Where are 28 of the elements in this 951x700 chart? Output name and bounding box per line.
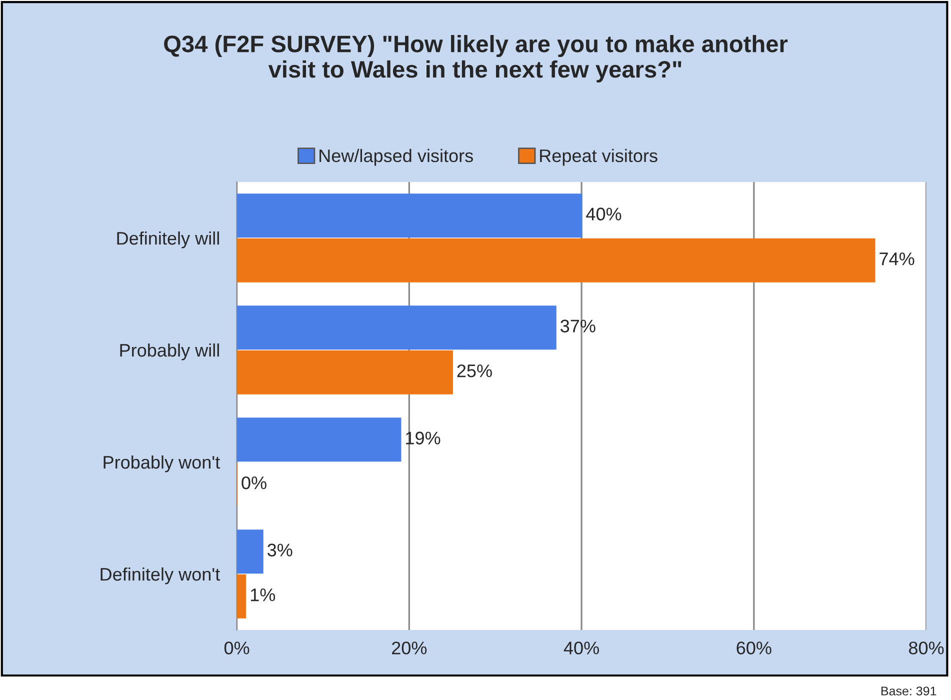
x-tick-label: 80% [908,642,944,654]
bar [236,238,876,282]
data-label: 0% [242,476,266,490]
y-tick-label: Definitely will [117,231,219,248]
data-label: 37% [560,320,596,332]
bar [236,194,582,238]
bar [236,306,556,350]
legend-label: New/lapsed visitors [320,148,473,166]
bar [236,530,264,574]
data-label: 3% [268,544,292,556]
data-label: 74% [880,252,914,266]
bar [236,350,453,394]
text: Base: 391 [881,686,936,696]
data-label: 1% [250,588,276,602]
legend-label: Repeat visitors [540,148,658,166]
y-tick-label: Definitely won't [100,567,220,584]
data-label: 19% [406,432,440,444]
chart-title: Q34 (F2F SURVEY) "How likely are you to make another visit to Wales in the next few years?" [164,35,788,82]
x-tick-label: 40% [564,642,599,654]
y-tick-label: Probably will [120,343,219,360]
x-tick-label: 0% [224,642,250,654]
bar [236,574,246,618]
y-tick-label: Probably won't [104,455,220,472]
x-tick-label: 20% [392,642,427,654]
x-tick-label: 60% [736,642,772,654]
data-label: 40% [586,208,622,220]
bar [236,418,402,462]
data-label: 25% [457,364,492,378]
